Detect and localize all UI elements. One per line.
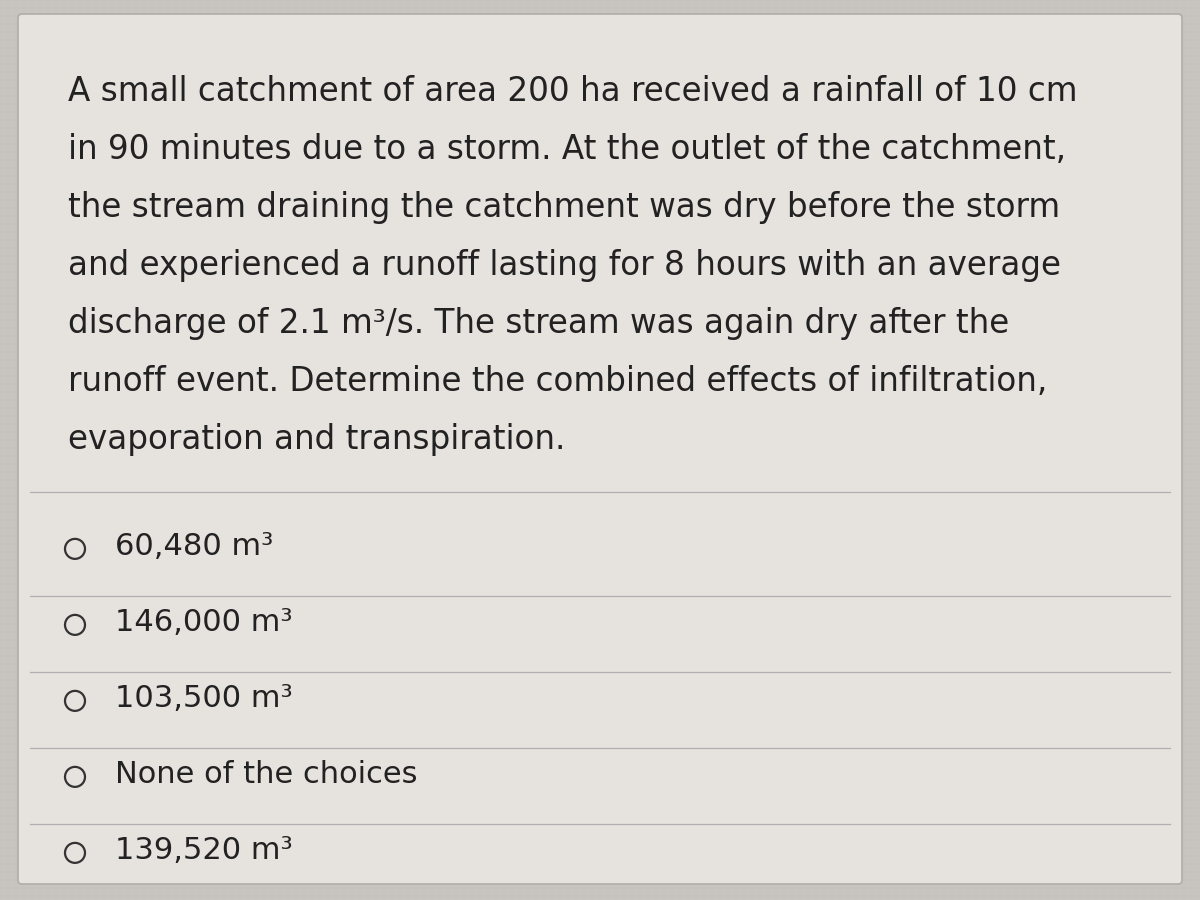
Text: A small catchment of area 200 ha received a rainfall of 10 cm: A small catchment of area 200 ha receive… [68, 75, 1078, 108]
Text: evaporation and transpiration.: evaporation and transpiration. [68, 423, 565, 456]
Text: in 90 minutes due to a storm. At the outlet of the catchment,: in 90 minutes due to a storm. At the out… [68, 133, 1066, 166]
Text: None of the choices: None of the choices [115, 760, 418, 789]
Text: 139,520 m³: 139,520 m³ [115, 836, 293, 866]
Text: the stream draining the catchment was dry before the storm: the stream draining the catchment was dr… [68, 191, 1060, 224]
Text: 103,500 m³: 103,500 m³ [115, 684, 293, 714]
Text: 146,000 m³: 146,000 m³ [115, 608, 293, 637]
Text: discharge of 2.1 m³/s. The stream was again dry after the: discharge of 2.1 m³/s. The stream was ag… [68, 307, 1009, 340]
Text: 60,480 m³: 60,480 m³ [115, 533, 274, 562]
Text: runoff event. Determine the combined effects of infiltration,: runoff event. Determine the combined eff… [68, 365, 1048, 398]
Text: and experienced a runoff lasting for 8 hours with an average: and experienced a runoff lasting for 8 h… [68, 249, 1061, 282]
FancyBboxPatch shape [18, 14, 1182, 884]
